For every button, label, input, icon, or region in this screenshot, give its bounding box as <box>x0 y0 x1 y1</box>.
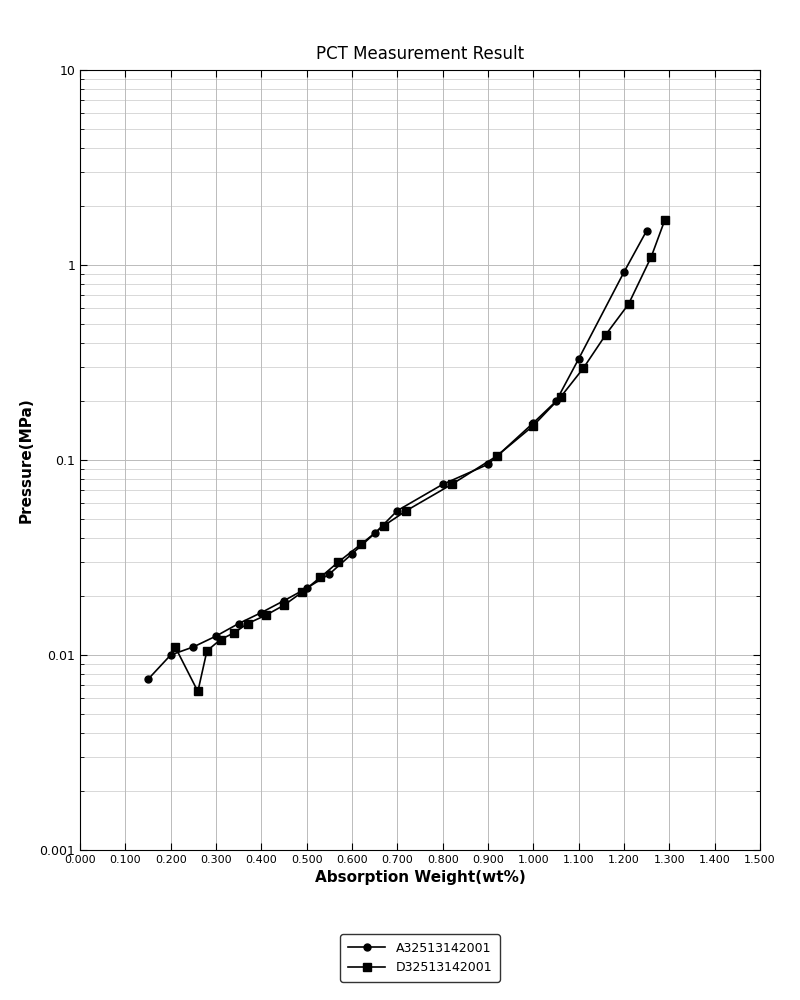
D32513142001 <box>356 538 366 550</box>
D32513142001 <box>492 450 502 462</box>
D32513142001 <box>646 251 656 263</box>
A32513142001 <box>574 353 583 365</box>
A32513142001 <box>393 505 402 517</box>
A32513142001 <box>166 649 175 661</box>
D32513142001 <box>243 618 253 630</box>
A32513142001 <box>189 641 198 653</box>
D32513142001 <box>298 586 307 598</box>
A32513142001 <box>438 478 447 490</box>
A32513142001 <box>211 630 221 642</box>
D32513142001 <box>556 391 566 403</box>
A32513142001 <box>234 618 243 630</box>
A32513142001 <box>642 225 651 237</box>
D32513142001 <box>202 645 212 657</box>
A32513142001 <box>370 527 379 539</box>
D32513142001 <box>379 520 389 532</box>
D32513142001 <box>193 685 202 697</box>
Line: D32513142001: D32513142001 <box>171 216 669 696</box>
D32513142001 <box>601 329 610 341</box>
A32513142001 <box>325 568 334 580</box>
A32513142001 <box>551 395 561 407</box>
D32513142001 <box>529 420 538 432</box>
D32513142001 <box>402 505 411 517</box>
A32513142001 <box>257 607 266 619</box>
D32513142001 <box>230 627 239 639</box>
A32513142001 <box>143 673 153 685</box>
A32513142001 <box>347 548 357 560</box>
D32513142001 <box>315 571 325 583</box>
Line: A32513142001: A32513142001 <box>145 227 650 683</box>
X-axis label: Absorption Weight(wt%): Absorption Weight(wt%) <box>314 870 526 885</box>
Y-axis label: Pressure(MPa): Pressure(MPa) <box>18 397 34 523</box>
A32513142001 <box>529 417 538 429</box>
A32513142001 <box>619 266 629 278</box>
D32513142001 <box>170 641 180 653</box>
A32513142001 <box>302 582 311 594</box>
D32513142001 <box>660 214 670 226</box>
D32513142001 <box>279 599 289 611</box>
Legend: A32513142001, D32513142001: A32513142001, D32513142001 <box>341 934 499 982</box>
D32513142001 <box>261 609 270 621</box>
D32513142001 <box>447 478 457 490</box>
A32513142001 <box>279 595 289 607</box>
A32513142001 <box>483 458 493 470</box>
D32513142001 <box>334 556 343 568</box>
D32513142001 <box>624 298 634 310</box>
D32513142001 <box>578 362 588 374</box>
Title: PCT Measurement Result: PCT Measurement Result <box>316 45 524 63</box>
D32513142001 <box>216 634 226 646</box>
